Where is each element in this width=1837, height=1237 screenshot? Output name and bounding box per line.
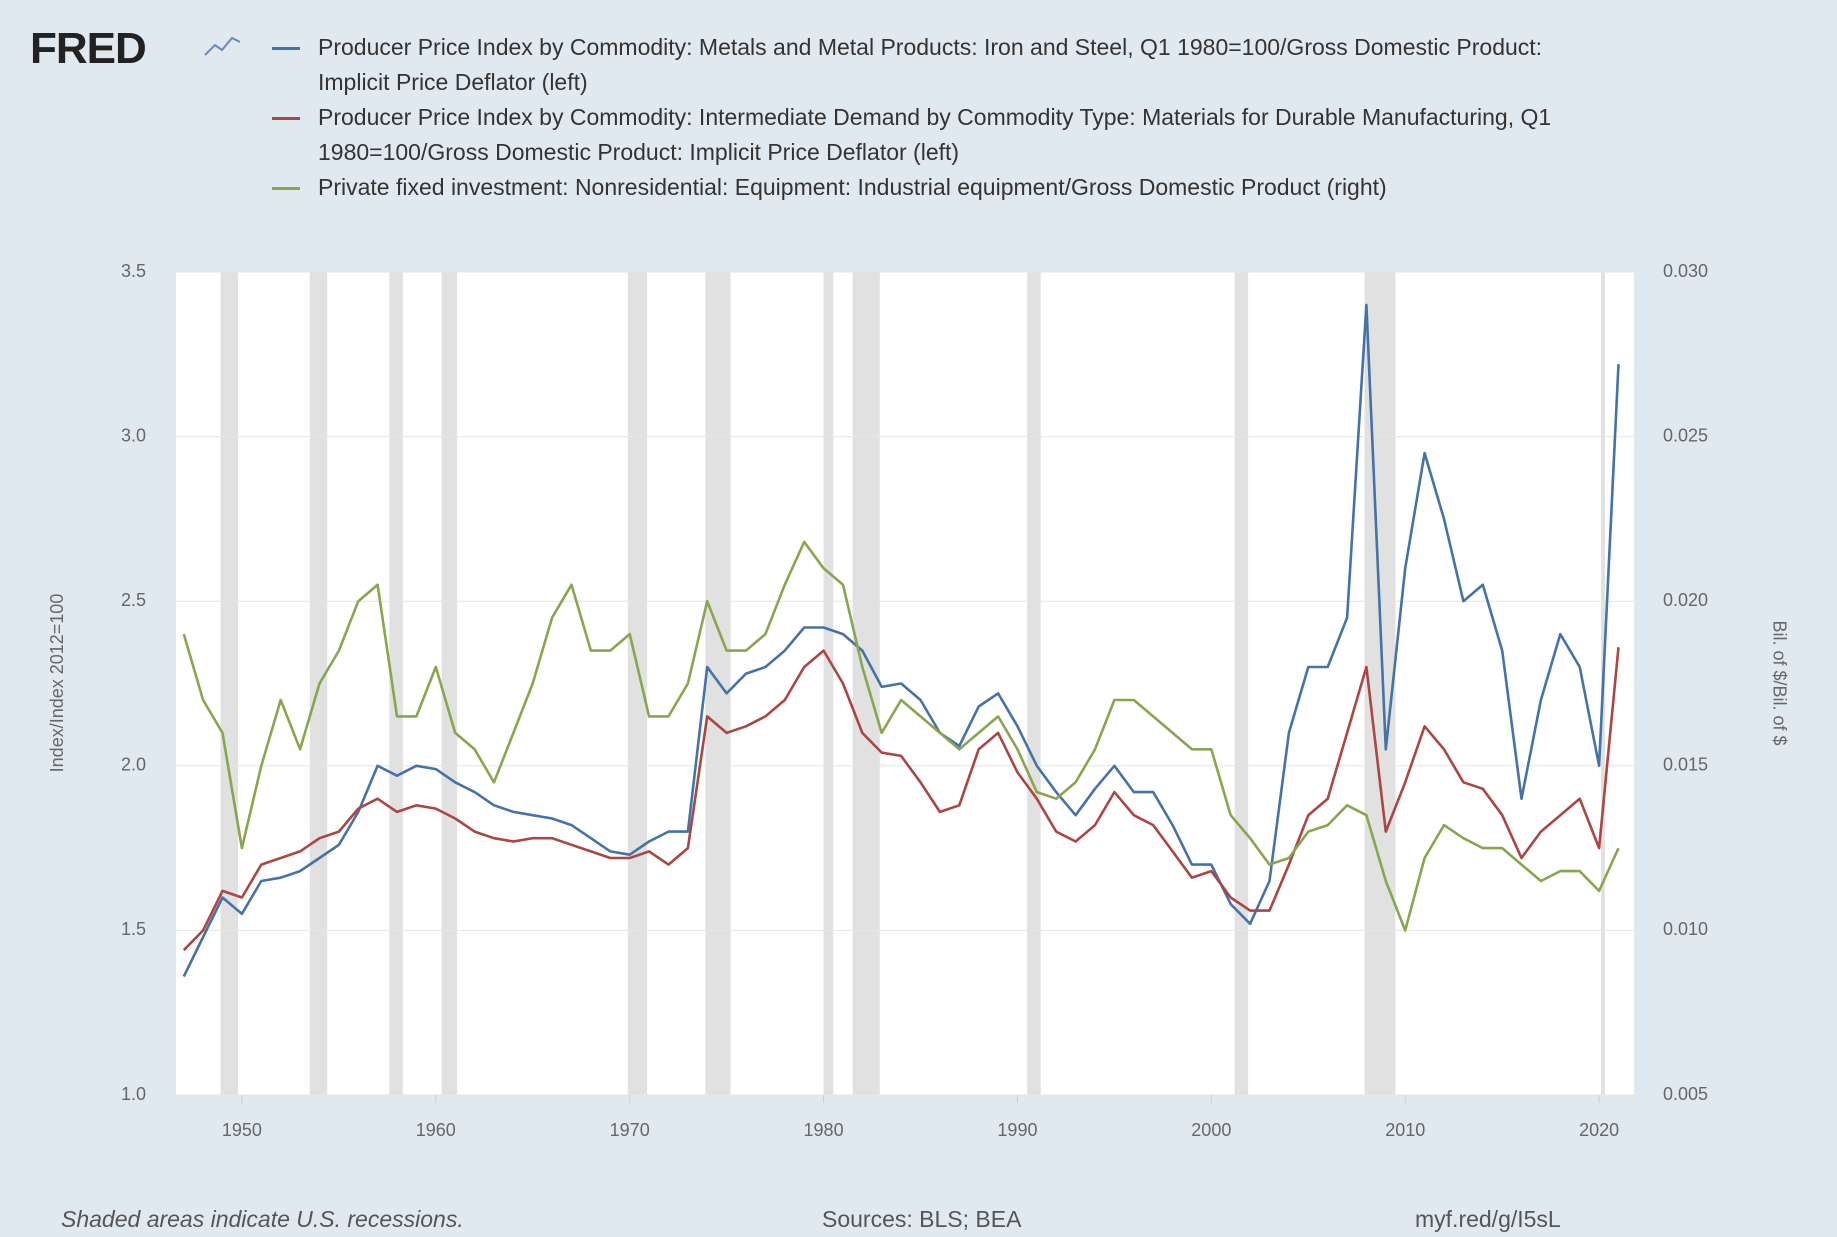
- y-tick-label: 3.0: [121, 425, 146, 445]
- legend-entry: Producer Price Index by Commodity: Inter…: [272, 100, 1562, 170]
- recession-band: [441, 272, 458, 1095]
- x-tick-label: 1960: [416, 1120, 456, 1140]
- recession-band: [220, 272, 239, 1095]
- x-tick-label: 1950: [222, 1120, 262, 1140]
- x-tick-label: 2010: [1385, 1120, 1425, 1140]
- y-tick-label: 1.5: [121, 919, 146, 939]
- logo: FRED: [30, 24, 147, 73]
- y-tick-label: 3.5: [121, 261, 146, 281]
- recession-band: [1234, 272, 1249, 1095]
- footer-note: Shaded areas indicate U.S. recessions.: [61, 1206, 464, 1232]
- footer-link: myf.red/g/I5sL: [1415, 1206, 1561, 1232]
- footer-sources: Sources: BLS; BEA: [822, 1206, 1022, 1232]
- legend-label: Producer Price Index by Commodity: Inter…: [318, 104, 1552, 165]
- recession-band: [823, 272, 834, 1095]
- y2-tick-label: 0.020: [1663, 590, 1708, 610]
- x-tick-label: 1970: [610, 1120, 650, 1140]
- recession-band: [627, 272, 648, 1095]
- legend-swatch: [272, 47, 300, 50]
- y2-tick-label: 0.030: [1663, 261, 1708, 281]
- y-tick-label: 2.0: [121, 755, 146, 775]
- y-axis-label: Index/Index 2012=100: [47, 594, 67, 773]
- y2-tick-label: 0.010: [1663, 919, 1708, 939]
- x-tick-label: 1990: [997, 1120, 1037, 1140]
- y-tick-label: 1.0: [121, 1084, 146, 1104]
- recession-band: [1027, 272, 1041, 1095]
- y2-axis-label: Bil. of $/Bil. of $: [1769, 620, 1789, 745]
- logo-icon: [204, 36, 241, 56]
- series-line: [182, 540, 1620, 932]
- legend: Producer Price Index by Commodity: Metal…: [272, 30, 1562, 205]
- legend-entry: Private fixed investment: Nonresidential…: [272, 170, 1562, 205]
- x-tick-label: 1980: [804, 1120, 844, 1140]
- y2-tick-label: 0.015: [1663, 755, 1708, 775]
- legend-swatch: [272, 187, 300, 190]
- y2-tick-label: 0.005: [1663, 1084, 1708, 1104]
- recession-band: [389, 272, 403, 1095]
- x-tick-label: 2020: [1579, 1120, 1619, 1140]
- legend-label: Producer Price Index by Commodity: Metal…: [318, 34, 1543, 95]
- y2-tick-label: 0.025: [1663, 425, 1708, 445]
- legend-entry: Producer Price Index by Commodity: Metal…: [272, 30, 1562, 100]
- x-tick-label: 2000: [1191, 1120, 1231, 1140]
- legend-swatch: [272, 117, 300, 120]
- series-line: [182, 647, 1620, 952]
- y-tick-label: 2.5: [121, 590, 146, 610]
- series-line: [182, 303, 1620, 978]
- legend-label: Private fixed investment: Nonresidential…: [318, 174, 1387, 200]
